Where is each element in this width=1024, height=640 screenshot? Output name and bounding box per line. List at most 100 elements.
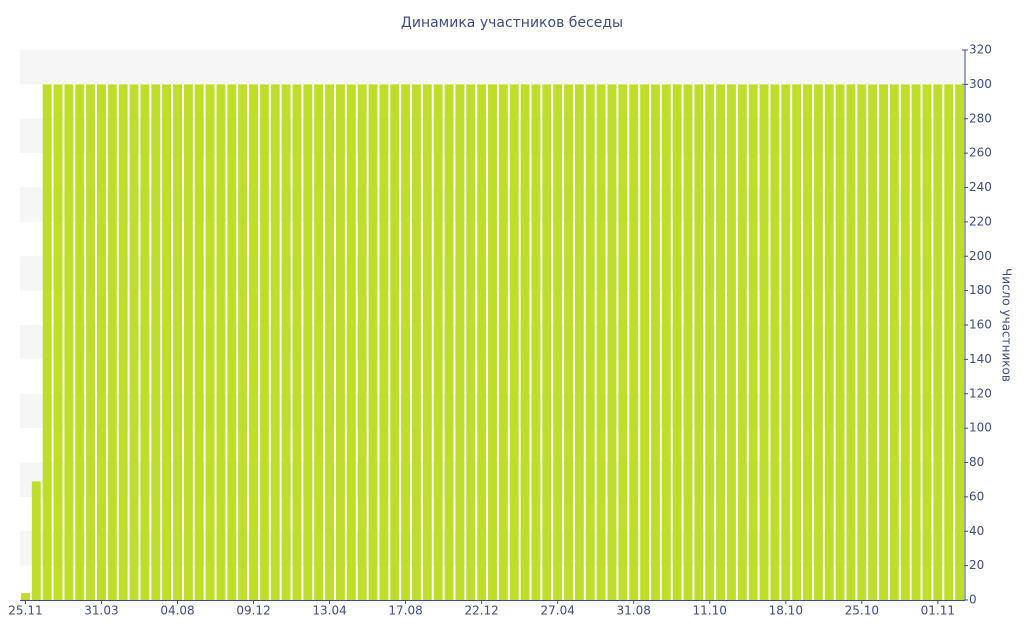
bar: [64, 84, 74, 600]
bar: [379, 84, 389, 600]
bar: [422, 84, 432, 600]
bar: [444, 84, 454, 600]
y-tick-label: 40: [969, 524, 984, 538]
bar: [683, 84, 693, 600]
x-tick-label: 11.10: [693, 604, 727, 618]
y-tick-label: 280: [969, 111, 992, 125]
bar: [748, 84, 758, 600]
bar: [97, 84, 106, 600]
bar: [770, 84, 780, 600]
x-tick-label: 09.12: [236, 604, 270, 618]
bar: [335, 84, 345, 600]
chart-title: Динамика участников беседы: [401, 15, 623, 31]
bar: [672, 84, 682, 600]
bar: [813, 84, 823, 600]
y-tick-label: 120: [969, 386, 992, 400]
bar: [357, 84, 367, 600]
bar: [509, 84, 519, 600]
bar: [824, 84, 834, 600]
bar: [118, 84, 128, 600]
y-tick-label: 320: [969, 43, 992, 57]
bar: [368, 84, 378, 600]
bar: [314, 84, 324, 600]
bar: [661, 84, 671, 600]
bar: [803, 84, 812, 600]
bar: [944, 84, 954, 600]
bar: [629, 84, 639, 600]
bar: [86, 84, 96, 600]
y-tick-label: 80: [969, 455, 984, 469]
bar: [42, 84, 52, 600]
bar: [455, 84, 465, 600]
bar: [488, 84, 497, 600]
bar: [140, 84, 150, 600]
bar: [498, 84, 508, 600]
bar: [542, 84, 552, 600]
bar: [889, 84, 899, 600]
bar: [194, 84, 204, 600]
bar: [270, 84, 280, 600]
y-tick-label: 140: [969, 352, 992, 366]
bar: [585, 84, 595, 600]
bar: [412, 84, 421, 600]
bar: [31, 481, 41, 600]
bar: [553, 84, 563, 600]
bar: [792, 84, 802, 600]
bar: [107, 84, 117, 600]
y-tick-label: 260: [969, 146, 992, 160]
bar: [694, 84, 704, 600]
bar: [346, 84, 356, 600]
bar: [574, 84, 584, 600]
bar: [75, 84, 85, 600]
y-tick-label: 20: [969, 558, 984, 572]
bar: [477, 84, 487, 600]
y-tick-label: 0: [969, 593, 977, 607]
bar: [227, 84, 237, 600]
y-tick-label: 240: [969, 180, 992, 194]
bar: [249, 84, 258, 600]
x-tick-label: 27.04: [540, 604, 574, 618]
bar: [716, 84, 726, 600]
bar: [173, 84, 182, 600]
bar: [933, 84, 943, 600]
bar: [466, 84, 476, 600]
bar: [216, 84, 226, 600]
x-tick-label: 17.08: [388, 604, 422, 618]
x-tick-label: 25.10: [845, 604, 879, 618]
y-axis-label: Число участников: [1000, 268, 1014, 382]
y-tick-label: 160: [969, 318, 992, 332]
bar: [868, 84, 878, 600]
x-tick-label: 31.03: [84, 604, 118, 618]
bar: [238, 84, 248, 600]
bar: [900, 84, 910, 600]
x-tick-label: 18.10: [769, 604, 803, 618]
bar: [922, 84, 932, 600]
bar: [53, 84, 63, 600]
x-tick-label: 31.08: [617, 604, 651, 618]
bar: [835, 84, 845, 600]
x-tick-label: 04.08: [160, 604, 194, 618]
y-tick-label: 60: [969, 489, 984, 503]
bar: [640, 84, 650, 600]
bar: [564, 84, 573, 600]
bar: [650, 84, 660, 600]
x-tick-label: 13.04: [312, 604, 346, 618]
bar: [911, 84, 921, 600]
y-tick-label: 300: [969, 77, 992, 91]
bar: [607, 84, 617, 600]
x-tick-label: 01.11: [921, 604, 955, 618]
bar: [879, 84, 888, 600]
bar: [531, 84, 541, 600]
bar: [129, 84, 139, 600]
bar: [520, 84, 530, 600]
x-tick-label: 22.12: [464, 604, 498, 618]
bar: [596, 84, 606, 600]
bar: [857, 84, 867, 600]
y-tick-label: 220: [969, 214, 992, 228]
bar: [759, 84, 769, 600]
bar: [292, 84, 302, 600]
y-tick-label: 200: [969, 249, 992, 263]
bar: [955, 84, 965, 600]
x-tick-label: 25.11: [8, 604, 42, 618]
